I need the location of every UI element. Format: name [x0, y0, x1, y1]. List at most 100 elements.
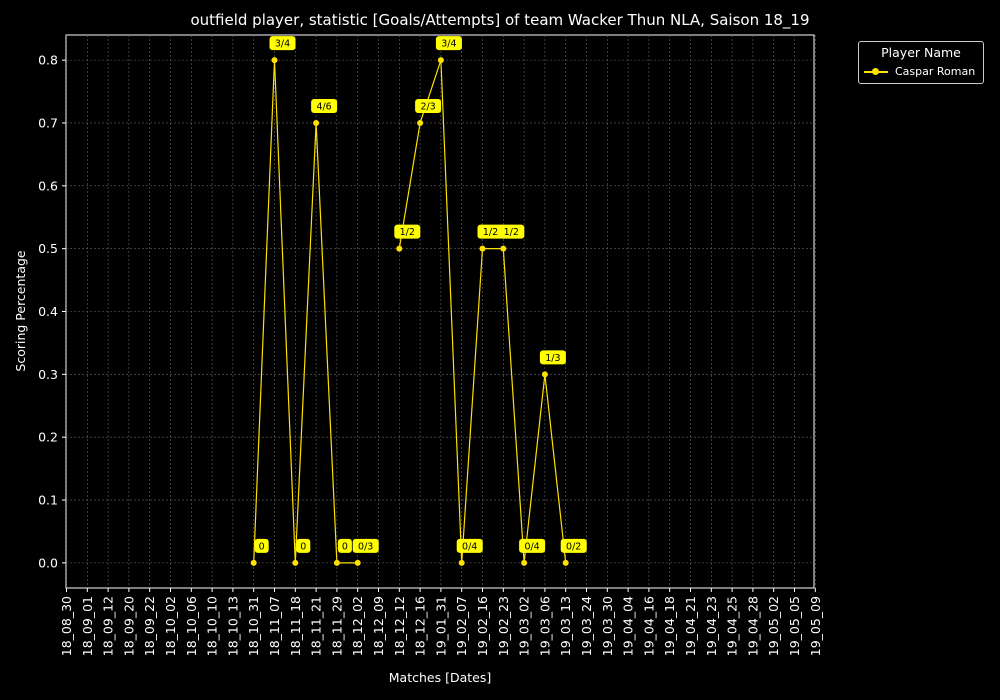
y-tick-label: 0.6: [38, 178, 58, 193]
y-tick-label: 0.3: [38, 367, 58, 382]
data-point: [500, 245, 507, 252]
x-tick-label: 19_02_07: [454, 596, 469, 656]
x-tick-label: 18_10_31: [246, 596, 261, 656]
data-label: 3/4: [441, 39, 456, 50]
x-tick-label: 19_02_23: [496, 596, 511, 656]
x-tick-label: 18_11_18: [288, 596, 303, 656]
x-tick-label: 19_01_31: [433, 596, 448, 656]
data-label: 2/3: [420, 101, 435, 112]
x-tick-label: 18_10_06: [184, 596, 199, 656]
x-tick-label: 18_12_09: [371, 596, 386, 656]
data-point: [313, 119, 320, 126]
data-point: [541, 371, 548, 378]
series-line-segment: [273, 60, 296, 563]
series-line-segment: [315, 122, 338, 563]
x-tick-label: 19_04_25: [725, 596, 740, 656]
series-line-segment: [440, 60, 463, 563]
data-label-box: [337, 538, 352, 553]
x-tick-label: 19_05_02: [766, 596, 781, 656]
legend-title: Player Name: [881, 45, 961, 60]
chart-title: outfield player, statistic [Goals/Attemp…: [190, 11, 810, 29]
y-tick-label: 0.7: [38, 115, 58, 130]
x-tick-label: 19_03_06: [537, 596, 552, 656]
x-tick-label: 18_09_12: [101, 596, 116, 656]
data-point: [521, 559, 528, 566]
data-point: [437, 57, 444, 64]
data-label: 4/6: [316, 101, 331, 112]
x-tick-label: 18_09_20: [121, 596, 136, 656]
x-tick-label: 18_12_16: [413, 596, 428, 656]
data-label-box: [296, 538, 311, 553]
data-label: 3/4: [275, 39, 290, 50]
y-tick-label: 0.5: [38, 241, 58, 256]
x-tick-label: 18_11_29: [329, 596, 344, 656]
data-label: 1/3: [545, 353, 560, 364]
data-label: 0: [342, 541, 348, 552]
x-tick-label: 19_02_16: [475, 596, 490, 656]
data-label: 0: [300, 541, 306, 552]
data-point: [417, 119, 424, 126]
series-line-segment: [461, 248, 484, 563]
series-line-segment: [294, 122, 317, 563]
data-label-box: [539, 350, 566, 365]
x-tick-label: 18_08_30: [59, 596, 74, 656]
x-tick-label: 19_03_24: [579, 596, 594, 656]
series-line-segment: [544, 374, 567, 563]
data-point: [333, 559, 340, 566]
data-point: [271, 57, 278, 64]
data-label: 1/2: [504, 227, 519, 238]
x-tick-label: 19_04_21: [683, 596, 698, 656]
data-point: [354, 559, 361, 566]
data-label: 0/2: [566, 541, 581, 552]
x-tick-label: 19_04_28: [745, 596, 760, 656]
x-tick-label: 18_10_10: [205, 596, 220, 656]
data-label-box: [269, 36, 296, 51]
x-tick-label: 19_05_05: [787, 596, 802, 656]
data-label: 0: [259, 541, 265, 552]
x-tick-label: 19_04_04: [621, 596, 636, 656]
data-point: [250, 559, 257, 566]
series-line-segment: [502, 248, 525, 563]
x-tick-label: 19_05_09: [808, 596, 823, 656]
legend-dot-marker: [872, 68, 879, 75]
data-label-box: [415, 98, 442, 113]
x-tick-label: 18_09_01: [80, 596, 95, 656]
data-label: 0/4: [524, 541, 539, 552]
x-tick-label: 19_03_13: [558, 596, 573, 656]
y-tick-label: 0.1: [38, 493, 58, 508]
data-point: [396, 245, 403, 252]
data-label-box: [435, 36, 462, 51]
x-axis-label: Matches [Dates]: [389, 670, 491, 685]
data-label-box: [456, 538, 483, 553]
data-label: 0/4: [462, 541, 477, 552]
x-tick-label: 18_10_02: [163, 596, 178, 656]
series-line-segment: [253, 60, 276, 563]
x-tick-label: 19_04_16: [641, 596, 656, 656]
data-label: 1/2: [400, 227, 415, 238]
x-tick-label: 19_03_30: [600, 596, 615, 656]
data-point: [562, 559, 569, 566]
data-point: [479, 245, 486, 252]
x-tick-label: 18_10_13: [225, 596, 240, 656]
data-label: 1/2: [483, 227, 498, 238]
y-tick-label: 0.0: [38, 555, 58, 570]
series-line-segment: [523, 374, 546, 563]
y-axis-label: Scoring Percentage: [13, 250, 28, 372]
y-tick-label: 0.8: [38, 53, 58, 68]
x-tick-label: 18_09_22: [142, 596, 157, 656]
x-tick-label: 18_11_21: [309, 596, 324, 656]
x-tick-label: 19_04_18: [662, 596, 677, 656]
x-tick-label: 19_03_02: [517, 596, 532, 656]
data-point: [292, 559, 299, 566]
data-label-box: [498, 224, 525, 239]
x-tick-label: 18_11_07: [267, 596, 282, 656]
data-label-box: [477, 224, 504, 239]
data-label-box: [254, 538, 269, 553]
data-label-box: [311, 98, 338, 113]
x-tick-label: 18_12_02: [350, 596, 365, 656]
data-label-box: [352, 538, 379, 553]
y-tick-label: 0.4: [38, 304, 58, 319]
data-label-box: [560, 538, 587, 553]
y-tick-label: 0.2: [38, 430, 58, 445]
